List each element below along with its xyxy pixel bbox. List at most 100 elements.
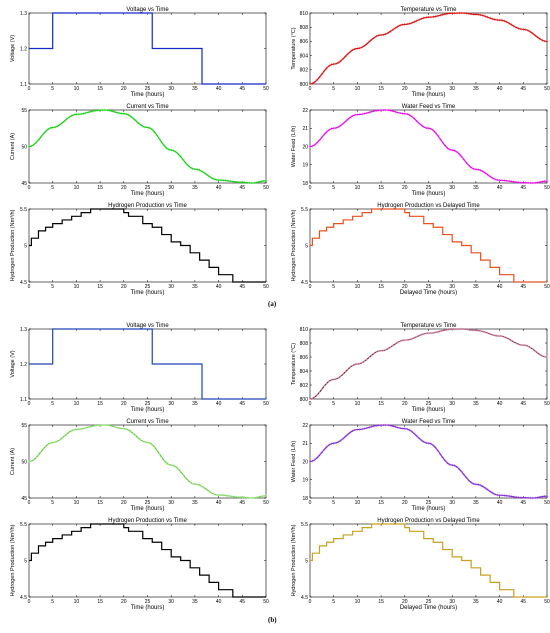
data-point xyxy=(477,13,480,16)
chart-4: Water Feed vs Time 0 5 10 15 20 25 30 35 40 45 50 Ti… xyxy=(291,104,550,197)
x-tick-label: 45 xyxy=(521,86,527,92)
data-point xyxy=(65,432,69,436)
data-point xyxy=(241,181,244,184)
data-point xyxy=(191,482,194,485)
data-point xyxy=(439,330,442,333)
data-point xyxy=(200,485,204,488)
x-tick-label: 25 xyxy=(426,284,432,290)
data-point xyxy=(522,496,525,499)
data-point xyxy=(139,438,142,441)
data-point xyxy=(363,427,366,430)
data-point xyxy=(170,148,173,152)
data-point xyxy=(484,486,487,490)
data-point xyxy=(186,479,189,482)
data-point xyxy=(174,465,178,469)
data-point xyxy=(334,126,338,130)
data-point xyxy=(441,329,444,332)
x-tick-label: 10 xyxy=(74,599,80,605)
data-point xyxy=(503,494,506,497)
x-axis-label: Delayed Time (hours) xyxy=(400,605,457,611)
data-point xyxy=(255,496,258,499)
data-point xyxy=(236,495,239,499)
data-point xyxy=(27,460,31,463)
x-tick-label: 50 xyxy=(263,500,269,506)
data-point xyxy=(344,55,347,58)
data-point xyxy=(60,436,64,440)
data-point xyxy=(353,428,357,432)
data-point xyxy=(27,145,31,148)
data-point xyxy=(193,482,197,486)
data-point xyxy=(356,47,359,50)
data-point xyxy=(365,42,369,46)
y-axis-label: Temperature (°C) xyxy=(291,27,297,69)
data-point xyxy=(538,353,542,356)
data-point xyxy=(257,180,261,184)
x-tick-label: 30 xyxy=(168,284,174,290)
data-point xyxy=(315,78,319,82)
y-axis-label: Current (A) xyxy=(10,448,16,475)
data-point xyxy=(162,144,166,147)
data-point xyxy=(219,178,223,182)
data-point xyxy=(410,21,414,25)
data-point xyxy=(353,363,357,366)
chart-2: Temperature vs Time 0 5 10 15 20 25 30 35 40 45 50 T… xyxy=(291,7,550,98)
chart-5: Hydrogen Production vs Time 0 5 10 15 20 25 30 3… xyxy=(10,203,269,296)
data-point xyxy=(384,108,388,112)
y-tick-label: 4.5 xyxy=(20,280,27,286)
data-point xyxy=(377,424,380,427)
data-point xyxy=(323,133,326,136)
data-point xyxy=(115,111,118,114)
data-point xyxy=(498,334,501,338)
data-point xyxy=(356,113,359,116)
data-point xyxy=(77,113,80,116)
x-tick-label: 5 xyxy=(51,599,54,605)
data-point xyxy=(387,347,390,350)
data-point xyxy=(63,119,66,123)
data-point xyxy=(460,327,463,331)
data-point xyxy=(46,443,50,446)
x-tick-label: 5 xyxy=(51,284,54,290)
data-point xyxy=(507,494,511,498)
data-point xyxy=(96,109,99,112)
data-point xyxy=(429,442,433,445)
y-tick-label: 5.5 xyxy=(20,207,27,213)
data-point xyxy=(91,109,95,113)
data-point xyxy=(396,426,399,429)
y-tick-label: 22 xyxy=(302,423,308,429)
x-tick-label: 15 xyxy=(97,401,103,407)
data-point xyxy=(372,109,376,113)
data-point xyxy=(424,126,428,130)
data-point xyxy=(432,15,435,19)
x-tick-label: 30 xyxy=(449,401,455,407)
data-point xyxy=(87,426,90,429)
data-point xyxy=(486,332,489,335)
data-point xyxy=(252,496,256,500)
data-point xyxy=(341,372,345,376)
data-point xyxy=(436,14,440,18)
x-tick-label: 5 xyxy=(332,86,335,92)
data-point xyxy=(458,152,461,156)
series-line xyxy=(310,523,547,598)
x-tick-label: 30 xyxy=(168,401,174,407)
data-point xyxy=(448,463,452,466)
data-point xyxy=(370,38,373,41)
x-tick-label: 35 xyxy=(192,185,198,191)
x-tick-label: 50 xyxy=(544,500,550,506)
chart-3: Current vs Time 0 5 10 15 20 25 30 35 40 45 50 Time … xyxy=(10,104,269,197)
data-point xyxy=(330,378,333,382)
data-point xyxy=(396,25,399,28)
x-tick-label: 45 xyxy=(521,599,527,605)
data-point xyxy=(49,126,52,130)
data-point xyxy=(42,447,45,451)
data-point xyxy=(505,494,508,497)
data-point xyxy=(363,44,366,47)
data-point xyxy=(148,441,152,445)
y-tick-label: 802 xyxy=(300,68,309,74)
data-point xyxy=(427,442,430,445)
x-tick-label: 20 xyxy=(402,500,408,506)
data-point xyxy=(96,424,99,427)
data-point xyxy=(498,18,501,22)
data-point xyxy=(420,439,423,442)
data-point xyxy=(101,423,104,427)
